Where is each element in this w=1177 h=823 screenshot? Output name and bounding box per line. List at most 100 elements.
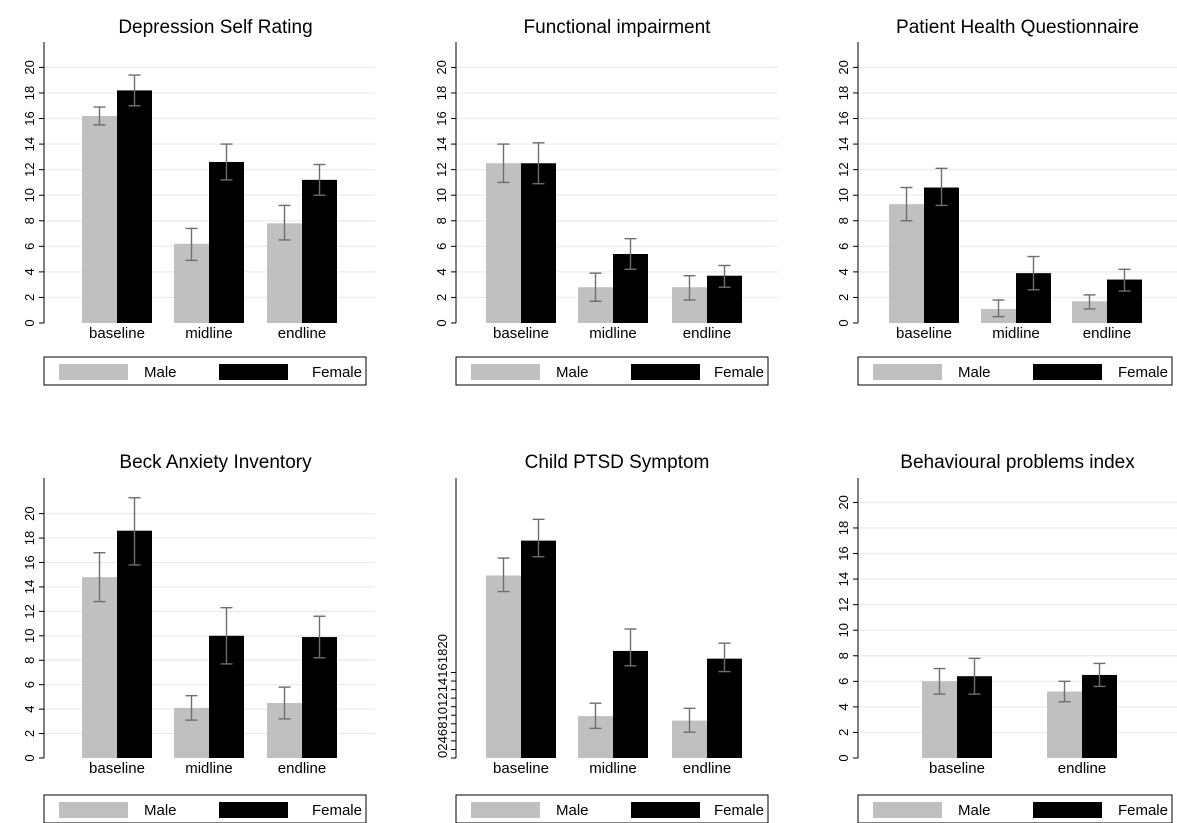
bar-male bbox=[82, 115, 117, 324]
x-category-label: endline bbox=[1058, 760, 1106, 777]
bar-female bbox=[924, 187, 959, 323]
bar-female bbox=[117, 90, 152, 324]
bar-female bbox=[1082, 674, 1117, 758]
legend-label-male: Male bbox=[958, 802, 991, 819]
y-tick-label: 20 bbox=[434, 60, 449, 74]
legend-label-male: Male bbox=[958, 364, 991, 381]
bar-male bbox=[1047, 691, 1082, 758]
y-tick-label: 8 bbox=[836, 652, 851, 659]
legend-label-female: Female bbox=[1118, 802, 1168, 819]
legend-swatch-male bbox=[873, 364, 942, 380]
y-tick-label: 10 bbox=[434, 188, 449, 202]
y-tick-label: 6 bbox=[836, 678, 851, 685]
bar-male bbox=[889, 204, 924, 323]
legend-label-female: Female bbox=[312, 364, 362, 381]
x-category-label: midline bbox=[185, 760, 233, 777]
legend-swatch-male bbox=[59, 364, 128, 380]
y-tick-label: 12 bbox=[22, 162, 37, 176]
y-tick-label: 16 bbox=[22, 111, 37, 125]
x-category-label: baseline bbox=[493, 325, 549, 342]
x-category-label: midline bbox=[589, 760, 637, 777]
legend: Male Female bbox=[455, 794, 769, 823]
y-tick-label: 14 bbox=[22, 137, 37, 151]
x-category-label: midline bbox=[992, 325, 1040, 342]
chart-title: Child PTSD Symptom bbox=[525, 452, 710, 473]
y-tick-label: 18 bbox=[836, 86, 851, 100]
y-tick-label: 2 bbox=[836, 294, 851, 301]
y-tick-label: 12 bbox=[836, 597, 851, 611]
x-category-label: endline bbox=[1083, 325, 1131, 342]
x-category-label: baseline bbox=[89, 325, 145, 342]
chart-title: Beck Anxiety Inventory bbox=[119, 452, 312, 473]
y-tick-label: 4 bbox=[435, 736, 450, 743]
y-tick-label: 20 bbox=[22, 506, 37, 520]
y-tick-label: 2 bbox=[435, 743, 450, 750]
y-tick-label: 16 bbox=[836, 111, 851, 125]
y-tick-label: 8 bbox=[22, 657, 37, 664]
x-category-label: endline bbox=[278, 325, 326, 342]
y-tick-label: 18 bbox=[836, 521, 851, 535]
chart-panel: Behavioural problems index 0 2 4 6 8 10 12 14 16 1… bbox=[836, 452, 1177, 823]
y-tick-label: 0 bbox=[434, 319, 449, 326]
bar-male bbox=[486, 163, 521, 323]
chart-panel: Beck Anxiety Inventory 0 2 4 6 8 10 12 14 16 18 20 b… bbox=[22, 452, 375, 823]
y-tick-label: 2 bbox=[836, 729, 851, 736]
y-tick-label: 4 bbox=[22, 268, 37, 275]
chart-panel: Functional impairment 0 2 4 6 8 10 12 14 16 18 20 ba… bbox=[434, 17, 778, 386]
y-tick-label: 8 bbox=[22, 217, 37, 224]
bar-female bbox=[521, 163, 556, 323]
bar-male bbox=[1072, 301, 1107, 323]
legend-swatch-female bbox=[1033, 364, 1102, 380]
legend-swatch-female bbox=[631, 364, 700, 380]
y-tick-label: 4 bbox=[434, 268, 449, 275]
y-tick-label: 12 bbox=[435, 692, 450, 706]
legend-label-male: Male bbox=[556, 364, 589, 381]
y-tick-label: 2 bbox=[434, 294, 449, 301]
y-tick-label: 6 bbox=[836, 243, 851, 250]
x-category-label: baseline bbox=[929, 760, 985, 777]
legend-label-male: Male bbox=[144, 364, 177, 381]
y-tick-label: 14 bbox=[22, 580, 37, 594]
legend: Male Female bbox=[857, 794, 1173, 823]
y-tick-label: 10 bbox=[22, 629, 37, 643]
y-tick-label: 12 bbox=[434, 162, 449, 176]
legend: Male Female bbox=[455, 356, 769, 386]
legend-label-female: Female bbox=[714, 364, 764, 381]
y-tick-label: 20 bbox=[22, 60, 37, 74]
legend: Male Female bbox=[43, 794, 367, 823]
y-tick-label: 18 bbox=[435, 649, 450, 663]
y-tick-label: 20 bbox=[836, 60, 851, 74]
y-tick-label: 0 bbox=[22, 319, 37, 326]
chart-title: Depression Self Rating bbox=[118, 17, 312, 38]
legend-label-female: Female bbox=[312, 802, 362, 819]
bar-female bbox=[302, 179, 337, 323]
legend-label-male: Male bbox=[556, 802, 589, 819]
y-tick-label: 2 bbox=[22, 730, 37, 737]
chart-panel: Depression Self Rating 0 2 4 6 8 10 12 14 16 18 20 b… bbox=[22, 17, 375, 386]
y-tick-label: 20 bbox=[836, 495, 851, 509]
y-tick-label: 0 bbox=[836, 319, 851, 326]
legend: Male Female bbox=[857, 356, 1173, 386]
x-category-label: midline bbox=[185, 325, 233, 342]
bar-male bbox=[486, 575, 521, 758]
y-tick-label: 0 bbox=[435, 751, 450, 758]
chart-panel: Patient Health Questionnaire 0 2 4 6 8 10 12 14 1… bbox=[836, 17, 1177, 386]
x-category-label: baseline bbox=[493, 760, 549, 777]
y-tick-label: 14 bbox=[836, 572, 851, 586]
y-tick-label: 0 bbox=[22, 754, 37, 761]
legend-swatch-male bbox=[873, 802, 942, 818]
chart-title: Functional impairment bbox=[524, 17, 712, 38]
y-tick-label: 4 bbox=[836, 703, 851, 710]
legend: Male Female bbox=[43, 356, 367, 386]
bar-female bbox=[707, 658, 742, 758]
bar-male bbox=[82, 577, 117, 758]
y-tick-label: 16 bbox=[434, 111, 449, 125]
x-category-label: baseline bbox=[89, 760, 145, 777]
legend-label-female: Female bbox=[714, 802, 764, 819]
legend-swatch-female bbox=[219, 364, 288, 380]
x-category-label: midline bbox=[589, 325, 637, 342]
y-tick-label: 18 bbox=[434, 86, 449, 100]
y-tick-label: 10 bbox=[836, 623, 851, 637]
